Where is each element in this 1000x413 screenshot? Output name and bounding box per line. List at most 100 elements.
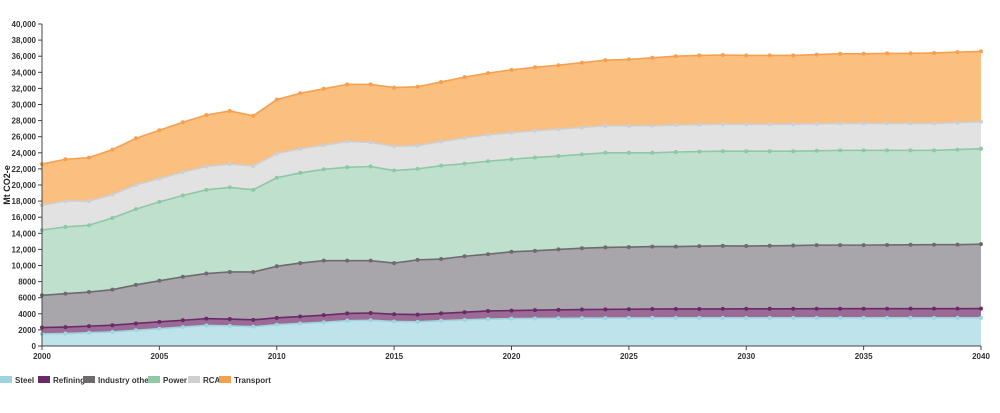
power-point <box>955 147 960 152</box>
power-point <box>908 148 913 153</box>
y-tick-label: 26,000 <box>12 133 37 142</box>
steel-point <box>532 316 537 321</box>
refining-point <box>392 312 397 317</box>
transport-point <box>368 82 373 87</box>
transport-point <box>251 113 256 118</box>
industry-other-point <box>673 244 678 249</box>
industry-other-point <box>814 243 819 248</box>
x-tick-label: 2040 <box>972 352 990 361</box>
power-point <box>368 164 373 169</box>
transport-point <box>556 63 561 68</box>
steel-point <box>345 318 350 323</box>
steel-point <box>63 331 68 336</box>
rca-point <box>321 143 326 148</box>
transport-point <box>227 108 232 113</box>
rca-point <box>368 140 373 145</box>
power-point <box>63 224 68 229</box>
power-point <box>486 159 491 164</box>
transport-point <box>861 51 866 56</box>
rca-point <box>157 176 162 181</box>
steel-point <box>298 321 303 326</box>
transport-point <box>908 51 913 56</box>
refining-point <box>321 313 326 318</box>
rca-point <box>626 123 631 128</box>
legend-swatch-industry-other <box>83 376 95 383</box>
refining-point <box>298 314 303 319</box>
refining-point <box>133 321 138 326</box>
steel-point <box>814 315 819 320</box>
steel-point <box>227 323 232 328</box>
transport-point <box>439 79 444 84</box>
industry-other-point <box>932 242 937 247</box>
refining-point <box>932 306 937 311</box>
refining-point <box>251 317 256 322</box>
transport-point <box>63 157 68 162</box>
legend-label-industry-other: Industry other <box>98 376 152 385</box>
power-point <box>227 185 232 190</box>
power-point <box>345 165 350 170</box>
refining-point <box>979 306 983 311</box>
y-tick-label: 38,000 <box>12 36 37 45</box>
industry-other-point <box>838 243 843 248</box>
steel-point <box>791 315 796 320</box>
refining-point <box>838 306 843 311</box>
refining-point <box>744 306 749 311</box>
steel-point <box>368 318 373 323</box>
industry-other-point <box>415 257 420 262</box>
rca-point <box>439 139 444 144</box>
x-tick-label: 2025 <box>620 352 638 361</box>
rca-point <box>955 120 960 125</box>
refining-point <box>439 311 444 316</box>
steel-point <box>509 316 514 321</box>
power-point <box>579 152 584 157</box>
steel-point <box>157 326 162 331</box>
power-point <box>180 193 185 198</box>
refining-point <box>274 315 279 320</box>
rca-point <box>509 130 514 135</box>
steel-point <box>321 320 326 325</box>
power-point <box>251 187 256 192</box>
refining-point <box>955 306 960 311</box>
refining-point <box>579 307 584 312</box>
refining-point <box>767 306 772 311</box>
power-point <box>791 149 796 154</box>
y-axis-title: Mt CO2-e <box>2 165 12 205</box>
rca-point <box>838 121 843 126</box>
power-point <box>979 146 983 151</box>
refining-point <box>697 306 702 311</box>
y-tick-label: 20,000 <box>12 181 37 190</box>
rca-point <box>251 164 256 169</box>
refining-point <box>110 323 115 328</box>
legend-label-refining: Refining <box>53 376 85 385</box>
power-point <box>157 199 162 204</box>
rca-point <box>274 151 279 156</box>
transport-point <box>86 155 91 160</box>
refining-point <box>368 311 373 315</box>
y-tick-label: 0 <box>32 342 37 351</box>
transport-area <box>42 51 981 206</box>
industry-other-point <box>955 242 960 247</box>
transport-point <box>345 82 350 87</box>
rca-point <box>298 146 303 151</box>
transport-point <box>486 71 491 76</box>
industry-other-point <box>392 261 397 266</box>
power-point <box>767 149 772 154</box>
transport-point <box>532 65 537 70</box>
transport-point <box>157 128 162 133</box>
steel-point <box>415 319 420 324</box>
rca-point <box>415 143 420 148</box>
steel-point <box>767 315 772 320</box>
y-tick-label: 36,000 <box>12 52 37 61</box>
rca-point <box>133 183 138 187</box>
y-tick-label: 14,000 <box>12 229 37 238</box>
industry-other-point <box>204 271 209 276</box>
power-point <box>392 168 397 173</box>
industry-other-point <box>251 269 256 274</box>
industry-other-point <box>157 278 162 283</box>
steel-point <box>932 315 937 320</box>
rca-point <box>180 170 185 175</box>
refining-point <box>908 306 913 311</box>
rca-point <box>908 121 913 126</box>
y-tick-label: 16,000 <box>12 213 37 222</box>
legend-label-transport: Transport <box>234 376 271 385</box>
